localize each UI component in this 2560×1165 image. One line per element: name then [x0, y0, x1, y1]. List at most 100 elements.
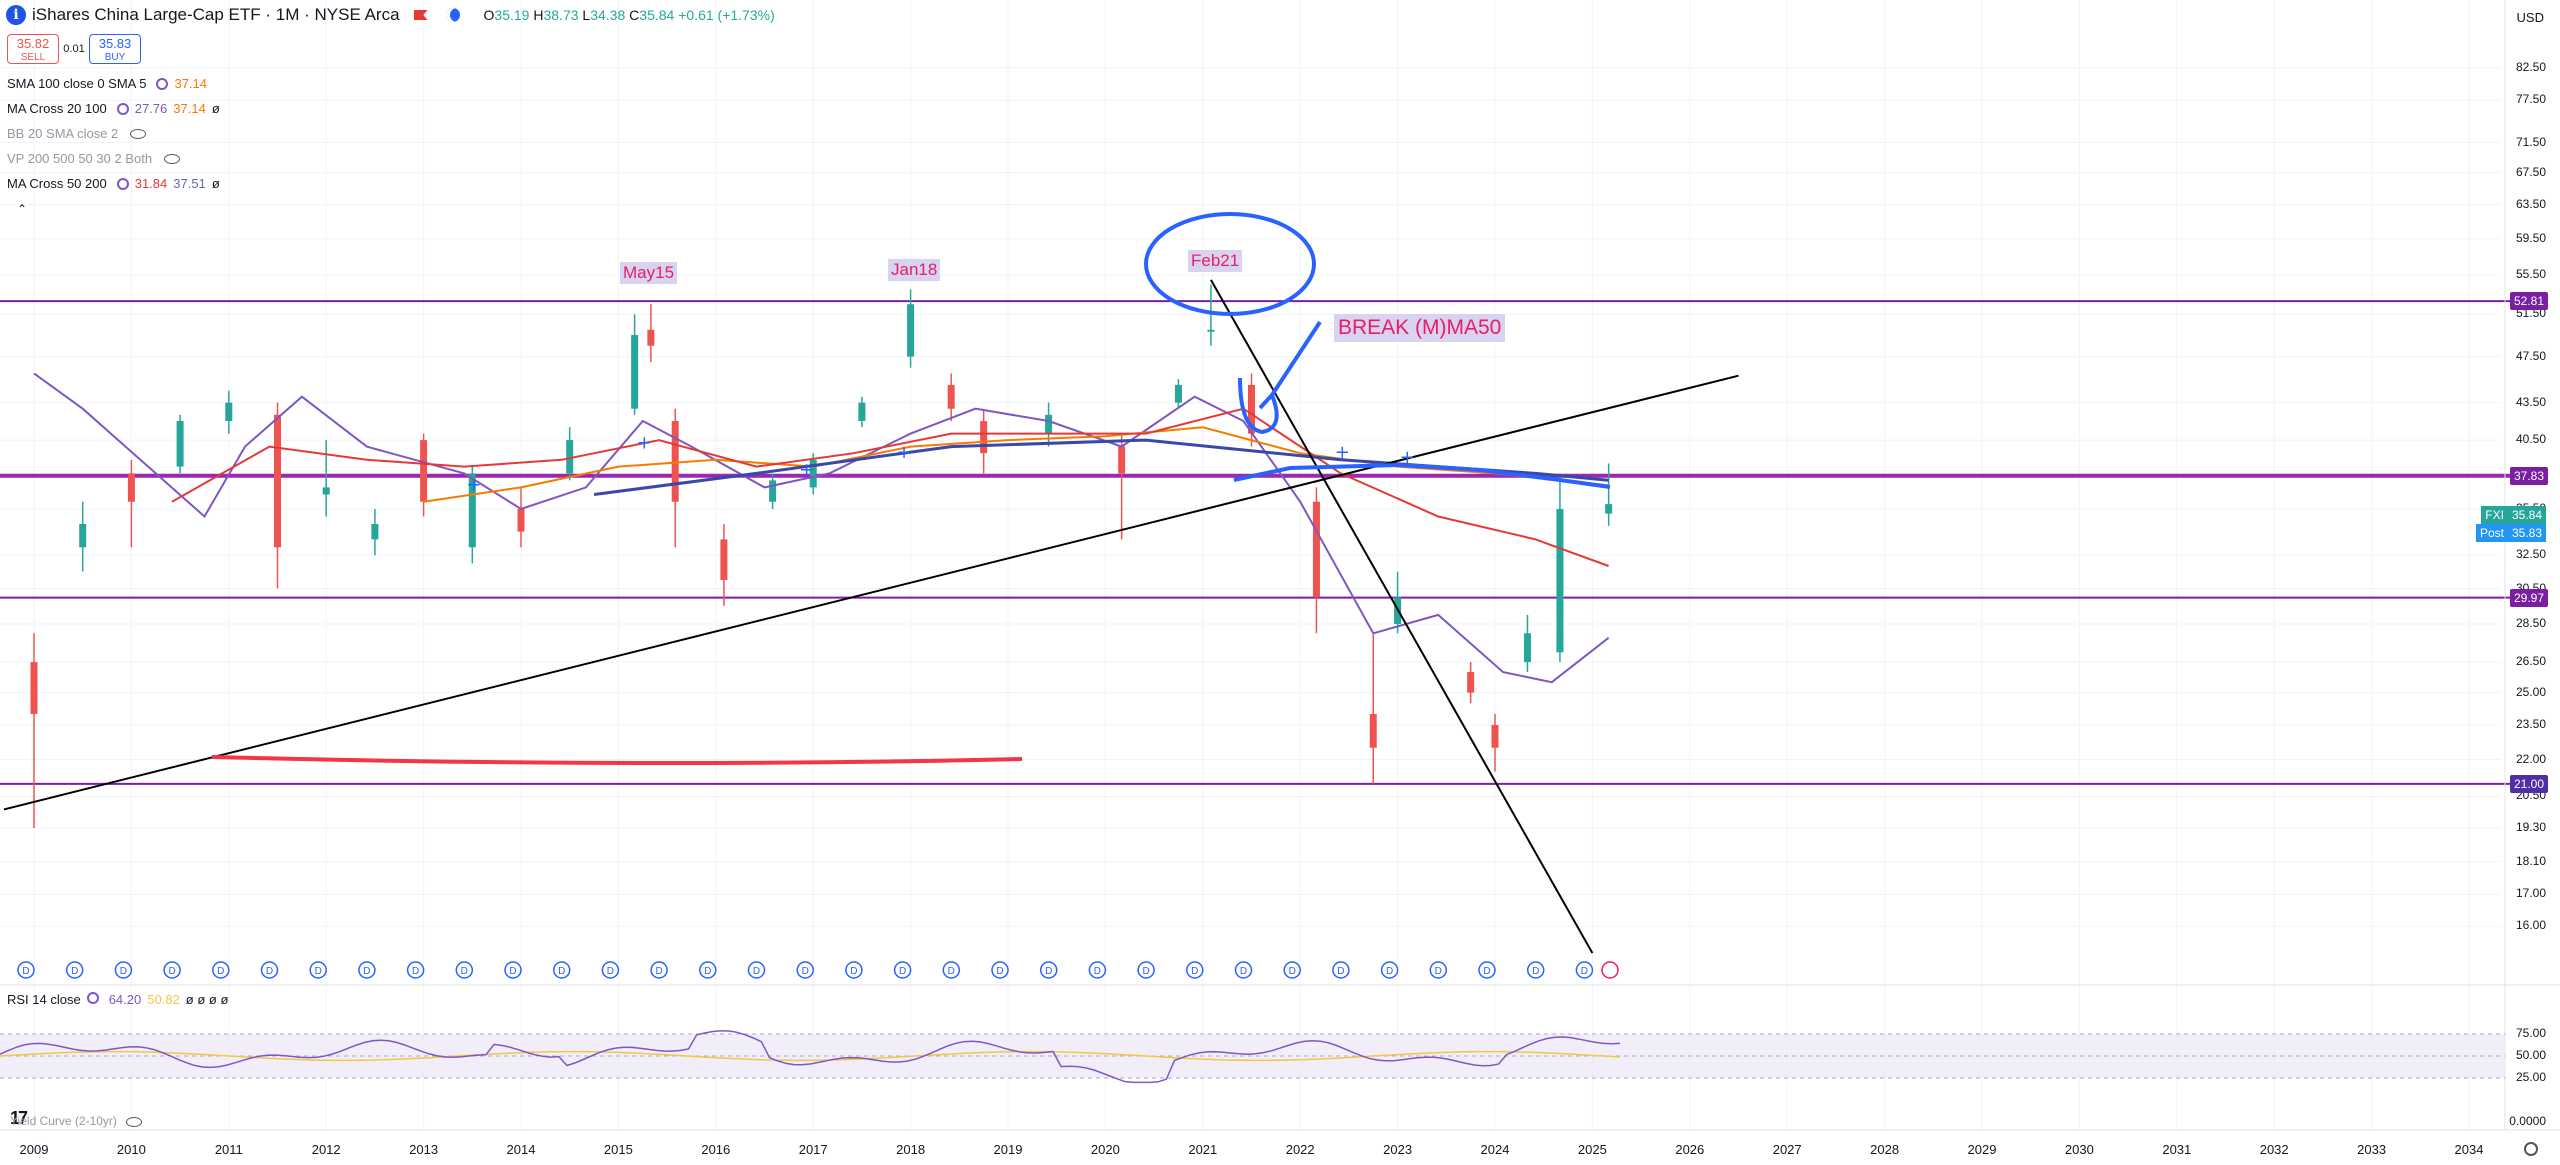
- dividend-marker[interactable]: [601, 961, 620, 979]
- price-axis-label: 77.50: [2515, 92, 2546, 107]
- time-axis-label: 2018: [896, 1142, 926, 1157]
- collapse-legend-button[interactable]: ⌃: [16, 202, 28, 216]
- ma50-highlight-drawing: [1233, 462, 1611, 489]
- dividend-marker[interactable]: [1429, 961, 1448, 979]
- dividend-marker-label: D: [1094, 966, 1101, 977]
- rsi-legend[interactable]: RSI 14 close 64.20 50.82 ø ø ø ø: [7, 992, 229, 1007]
- dividend-marker[interactable]: [504, 961, 522, 979]
- sell-button[interactable]: 35.82 SELL: [7, 34, 59, 64]
- dividend-marker[interactable]: [17, 961, 35, 979]
- dividend-marker[interactable]: [552, 961, 571, 979]
- dividend-marker[interactable]: [260, 961, 279, 979]
- time-axis-label: 2013: [409, 1142, 439, 1157]
- candle-body: [1248, 384, 1255, 434]
- indicator-settings-icon[interactable]: [116, 102, 129, 115]
- dividend-marker[interactable]: [1380, 961, 1399, 979]
- price-axis-label: 16.00: [2515, 918, 2546, 933]
- dividend-marker[interactable]: [1332, 961, 1350, 979]
- dividend-marker[interactable]: [406, 961, 425, 979]
- symbol-logo-icon[interactable]: i: [6, 5, 26, 25]
- label-break-ma50[interactable]: BREAK (M)MA50: [1334, 314, 1506, 342]
- label-may15[interactable]: May15: [620, 262, 678, 284]
- candle-body: [1605, 504, 1613, 514]
- visibility-hidden-icon[interactable]: [164, 153, 181, 164]
- candle-body: [322, 487, 330, 495]
- dividend-marker[interactable]: [1575, 961, 1594, 979]
- dividend-marker[interactable]: [309, 961, 327, 979]
- price-axis-label: 28.50: [2515, 616, 2546, 630]
- indicator-settings-icon[interactable]: [116, 177, 129, 190]
- price-axis-label: 43.50: [2515, 394, 2546, 409]
- label-feb21[interactable]: Feb21: [1188, 250, 1243, 272]
- candle-body: [420, 440, 428, 502]
- visibility-hidden-icon[interactable]: [126, 1116, 143, 1127]
- indicator-legend-4[interactable]: VP 200 500 50 30 2 Both: [7, 151, 181, 166]
- candle-body: [907, 304, 915, 357]
- dividend-marker[interactable]: [991, 961, 1009, 979]
- dividend-marker[interactable]: [942, 961, 961, 979]
- candle-body: [176, 421, 184, 467]
- dividend-marker[interactable]: [212, 961, 230, 979]
- indicator-settings-icon[interactable]: [156, 77, 169, 90]
- time-axis-label: 2028: [1870, 1142, 1900, 1157]
- indicator-legend-1[interactable]: SMA 100 close 0 SMA 5 37.14: [7, 76, 207, 91]
- indicator-legend-3[interactable]: BB 20 SMA close 2: [7, 126, 147, 141]
- buy-button[interactable]: 35.83 BUY: [89, 34, 141, 64]
- dividend-marker[interactable]: [796, 961, 814, 979]
- dividend-marker[interactable]: [1137, 961, 1155, 979]
- flag-icon[interactable]: [413, 10, 428, 20]
- cross-marker: +: [896, 442, 911, 463]
- market-status-icon[interactable]: [445, 8, 460, 22]
- label-jan18[interactable]: Jan18: [888, 259, 941, 281]
- visibility-hidden-icon[interactable]: [130, 128, 147, 139]
- dividend-marker-label: D: [1337, 966, 1344, 977]
- candles: [30, 284, 1613, 829]
- time-axis-label: 2009: [19, 1142, 49, 1157]
- price-axis-label: 22.00: [2515, 751, 2546, 766]
- indicator-legend-2[interactable]: MA Cross 20 100 27.76 37.14 ø: [7, 101, 220, 116]
- dividend-marker-label: D: [168, 966, 175, 977]
- dividend-marker[interactable]: [1039, 961, 1058, 979]
- candle-body: [1045, 414, 1053, 434]
- yield-curve-legend[interactable]: Yield Curve (2-10yr): [10, 1114, 143, 1128]
- currency-label[interactable]: USD: [2516, 10, 2544, 25]
- price-axis-label: 32.50: [2515, 547, 2546, 562]
- time-axis-label: 2027: [1772, 1142, 1802, 1157]
- dividend-marker[interactable]: [163, 961, 181, 979]
- candle-body: [1312, 501, 1320, 598]
- symbol-title[interactable]: iShares China Large-Cap ETF · 1M · NYSE …: [32, 5, 400, 24]
- dividend-marker-label: D: [217, 966, 224, 977]
- candle-body: [631, 335, 639, 409]
- settings-gear-icon[interactable]: [2524, 1142, 2538, 1156]
- dividend-marker[interactable]: [650, 961, 668, 979]
- dividend-marker[interactable]: [65, 961, 84, 979]
- ma20-line: [33, 372, 1610, 684]
- dividend-marker[interactable]: [1186, 961, 1204, 979]
- dividend-marker[interactable]: [455, 961, 474, 979]
- dividend-marker[interactable]: [114, 961, 133, 979]
- dividend-marker[interactable]: [845, 961, 863, 979]
- rsi-settings-icon[interactable]: [86, 992, 99, 1004]
- indicator-value: 37.51: [173, 176, 206, 191]
- dividend-marker[interactable]: [1283, 961, 1301, 979]
- rsi-signal-line: [0, 1050, 1621, 1062]
- dividend-marker[interactable]: [358, 961, 376, 979]
- dividend-marker-label: D: [753, 966, 760, 977]
- time-axis-label: 2011: [214, 1142, 243, 1157]
- dividend-marker[interactable]: [1478, 961, 1496, 979]
- candle-body: [809, 459, 817, 488]
- indicator-legend-5[interactable]: MA Cross 50 200 31.84 37.51 ø: [7, 176, 220, 191]
- cross-marker: +: [1400, 447, 1415, 468]
- price-axis-label: 55.50: [2515, 267, 2546, 282]
- dividend-marker[interactable]: [747, 961, 766, 979]
- dividend-marker[interactable]: [699, 961, 717, 979]
- tradingview-logo-icon[interactable]: 17: [10, 1108, 28, 1128]
- dividend-marker[interactable]: [893, 961, 912, 979]
- indicator-name: VP 200 500 50 30 2 Both: [7, 151, 153, 166]
- dividend-marker[interactable]: [1526, 961, 1545, 979]
- price-axis-label: 17.00: [2515, 886, 2546, 901]
- dividend-marker[interactable]: [1234, 961, 1253, 979]
- dividend-marker[interactable]: [1088, 961, 1107, 979]
- dividend-marker-label: D: [704, 966, 711, 977]
